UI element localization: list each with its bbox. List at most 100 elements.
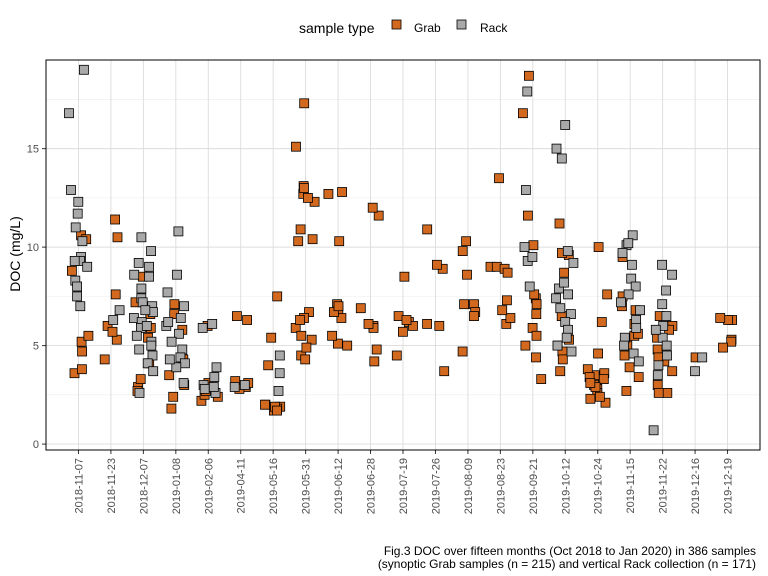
- point-rack: [657, 259, 667, 270]
- point-grab: [306, 334, 317, 345]
- point-grab: [461, 236, 472, 247]
- point-rack: [175, 313, 186, 323]
- point-rack: [79, 64, 89, 75]
- point-grab: [242, 315, 253, 325]
- point-grab: [102, 320, 113, 331]
- point-grab: [399, 271, 410, 282]
- point-grab: [367, 202, 378, 213]
- point-rack: [72, 281, 82, 292]
- point-rack: [211, 362, 222, 373]
- y-axis-title: DOC (mg/L): [7, 216, 23, 291]
- point-rack: [524, 281, 535, 292]
- point-rack: [114, 305, 125, 316]
- point-grab: [431, 259, 442, 270]
- x-tick-label: 2019-05-16: [268, 458, 280, 514]
- point-grab: [401, 315, 412, 325]
- point-grab: [112, 232, 123, 243]
- x-tick-label: 2019-07-19: [398, 458, 410, 514]
- point-grab: [462, 269, 472, 280]
- point-grab: [494, 173, 504, 184]
- x-tick-label: 2019-12-16: [690, 458, 702, 514]
- point-grab: [520, 340, 531, 351]
- point-grab: [408, 320, 418, 331]
- point-rack: [559, 277, 569, 288]
- point-rack: [144, 261, 155, 272]
- point-grab: [531, 309, 542, 320]
- point-rack: [72, 291, 82, 302]
- point-grab: [531, 330, 542, 341]
- point-grab: [266, 332, 277, 343]
- point-rack: [162, 287, 173, 298]
- point-rack: [179, 301, 190, 312]
- point-rack: [77, 236, 88, 247]
- series-grab: [67, 70, 737, 416]
- point-grab: [99, 354, 110, 365]
- point-rack: [140, 305, 151, 316]
- point-grab: [422, 224, 433, 235]
- point-rack: [662, 350, 672, 361]
- legend-label-grab: Grab: [414, 21, 441, 35]
- x-tick-label: 2018-11-07: [73, 458, 85, 513]
- point-grab: [307, 234, 318, 245]
- point-grab: [662, 387, 673, 398]
- point-rack: [178, 378, 189, 388]
- point-grab: [528, 240, 539, 251]
- point-rack: [628, 348, 639, 359]
- x-tick-label: 2019-01-08: [171, 458, 183, 514]
- point-grab: [336, 313, 347, 323]
- point-grab: [593, 242, 604, 253]
- point-grab: [593, 348, 603, 359]
- point-grab: [295, 315, 305, 325]
- x-tick-label: 2019-07-26: [430, 458, 442, 514]
- point-grab: [334, 236, 345, 247]
- point-rack: [648, 425, 659, 436]
- point-grab: [369, 356, 380, 367]
- point-grab: [598, 374, 609, 385]
- point-rack: [146, 246, 157, 257]
- point-grab: [422, 318, 433, 329]
- point-rack: [568, 257, 579, 268]
- x-tick-label: 2019-08-23: [495, 458, 507, 514]
- point-grab: [77, 364, 87, 375]
- x-tick-label: 2019-09-21: [528, 458, 540, 514]
- point-rack: [173, 226, 184, 237]
- point-rack: [136, 232, 147, 243]
- point-grab: [391, 350, 402, 361]
- point-grab: [77, 346, 87, 357]
- point-grab: [497, 305, 508, 316]
- point-grab: [302, 192, 313, 203]
- point-rack: [616, 297, 626, 308]
- point-grab: [459, 299, 470, 310]
- point-rack: [527, 252, 538, 262]
- point-rack: [164, 354, 175, 365]
- point-grab: [272, 405, 282, 416]
- point-grab: [554, 218, 565, 229]
- figure-caption-line-1: Fig.3 DOC over fifteen months (Oct 2018 …: [383, 544, 756, 558]
- point-grab: [726, 336, 737, 347]
- point-grab: [633, 372, 644, 383]
- point-rack: [141, 320, 152, 331]
- point-rack: [690, 366, 700, 377]
- point-rack: [70, 222, 81, 233]
- point-rack: [144, 271, 155, 282]
- point-rack: [555, 303, 566, 314]
- point-grab: [272, 291, 283, 302]
- point-grab: [76, 336, 87, 347]
- point-grab: [531, 299, 542, 310]
- point-grab: [536, 374, 547, 385]
- point-grab: [363, 318, 374, 329]
- point-grab: [291, 141, 301, 152]
- point-rack: [66, 185, 76, 195]
- point-grab: [595, 391, 605, 402]
- point-rack: [129, 269, 140, 280]
- point-rack: [207, 318, 218, 329]
- legend-label-rack: Rack: [480, 21, 508, 35]
- point-rack: [72, 208, 83, 219]
- point-rack: [133, 257, 144, 268]
- point-rack: [661, 340, 672, 351]
- point-grab: [83, 330, 94, 341]
- point-rack: [623, 238, 634, 249]
- point-rack: [630, 281, 641, 292]
- x-tick-label: 2019-08-09: [463, 458, 475, 514]
